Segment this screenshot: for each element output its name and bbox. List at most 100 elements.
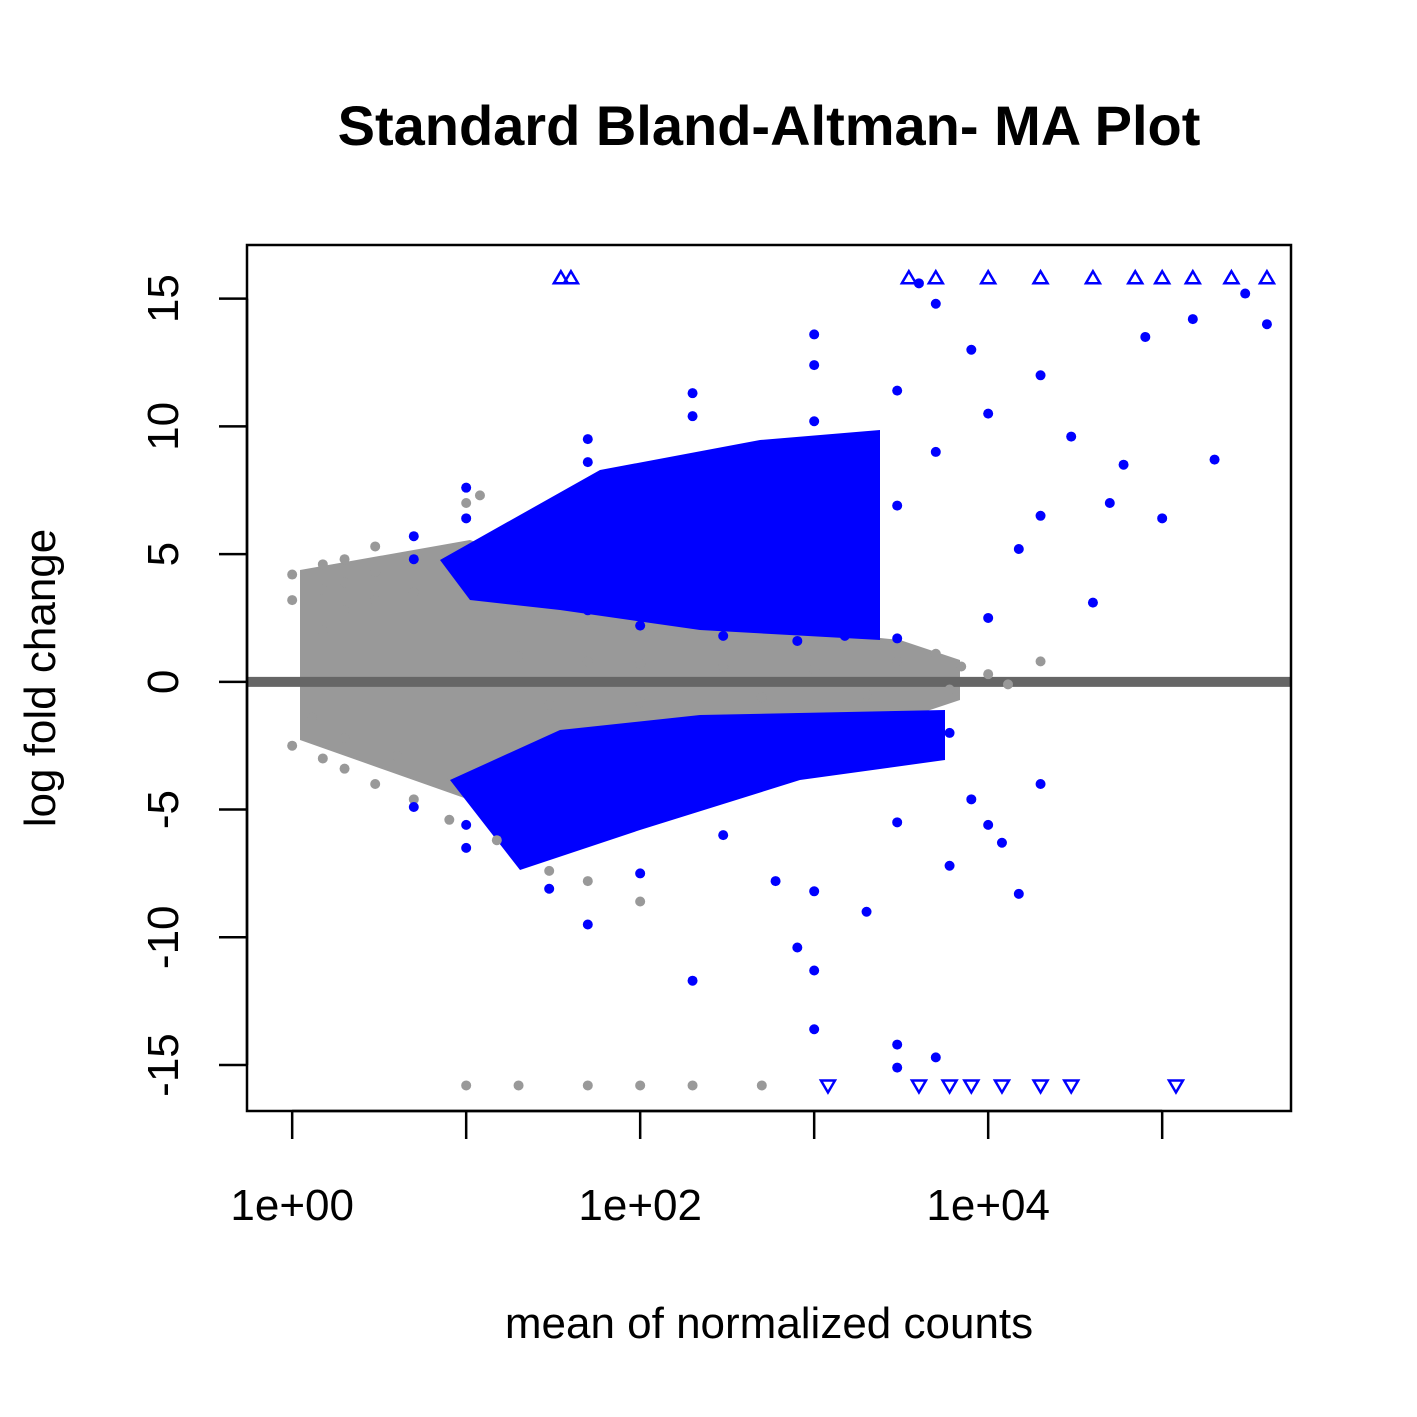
data-point — [756, 692, 767, 703]
data-point — [408, 794, 419, 805]
data-point — [408, 587, 419, 598]
data-point — [582, 434, 593, 445]
data-point — [582, 457, 593, 468]
data-point — [1087, 597, 1098, 608]
data-point — [718, 630, 729, 641]
data-point — [892, 740, 903, 751]
data-point — [944, 860, 955, 871]
y-tick-label: -5 — [139, 790, 188, 829]
data-point — [944, 727, 955, 738]
data-point — [582, 605, 593, 616]
data-point — [339, 763, 350, 774]
data-point — [930, 715, 941, 726]
data-point — [461, 819, 472, 830]
data-point — [983, 669, 994, 680]
data-point — [544, 845, 555, 856]
y-tick-label: -10 — [139, 905, 188, 969]
data-point — [809, 664, 820, 675]
data-point — [444, 814, 455, 825]
clipped-point-down — [909, 1079, 929, 1095]
data-point — [1035, 510, 1046, 521]
x-tick-label: 1e+02 — [578, 1181, 702, 1230]
data-point — [944, 684, 955, 695]
clipped-point-down — [1166, 1079, 1186, 1095]
data-point — [513, 536, 524, 547]
data-point — [966, 344, 977, 355]
data-point — [582, 1080, 593, 1091]
clipped-point-up — [1083, 268, 1103, 285]
data-point — [544, 883, 555, 894]
data-point — [809, 416, 820, 427]
data-point — [809, 543, 820, 554]
data-point — [1013, 543, 1024, 554]
data-point — [635, 533, 646, 544]
data-point — [930, 446, 941, 457]
data-point — [956, 661, 967, 672]
data-point — [892, 500, 903, 511]
data-point — [565, 515, 576, 526]
data-point — [339, 554, 350, 565]
data-point — [370, 595, 381, 606]
data-point — [461, 1080, 472, 1091]
data-point — [892, 656, 903, 667]
data-point — [370, 779, 381, 790]
data-point — [582, 656, 593, 667]
x-axis: 1e+00 1e+02 1e+04 — [230, 1109, 1164, 1230]
data-point — [582, 919, 593, 930]
clipped-point-up — [1257, 268, 1277, 285]
y-axis-label: log fold change — [16, 529, 65, 827]
data-point — [544, 865, 555, 876]
clipped-point-up — [1126, 268, 1145, 285]
data-point — [513, 651, 524, 662]
y-axis: -15 -10 -5 0 5 10 15 — [139, 274, 249, 1097]
data-point — [287, 595, 298, 606]
data-point — [861, 906, 872, 917]
data-point — [756, 1080, 767, 1091]
data-point — [792, 942, 803, 953]
data-point — [996, 837, 1007, 848]
grey-density-region — [300, 540, 960, 800]
data-point — [1240, 288, 1251, 299]
data-point — [983, 408, 994, 419]
data-point — [739, 735, 750, 746]
y-tick-label: -15 — [139, 1033, 188, 1097]
data-point — [718, 830, 729, 841]
data-point — [287, 569, 298, 580]
data-point — [461, 842, 472, 853]
data-point — [665, 763, 676, 774]
data-point — [317, 753, 328, 764]
clipped-point-down — [962, 1079, 981, 1095]
data-point — [839, 717, 850, 728]
data-point — [892, 817, 903, 828]
data-point — [792, 635, 803, 646]
data-point — [839, 630, 850, 641]
clipped-point-up — [551, 268, 571, 285]
y-tick-label: 10 — [139, 402, 188, 451]
data-point — [809, 360, 820, 371]
data-point — [930, 648, 941, 659]
data-point — [966, 794, 977, 805]
clipped-point-up — [926, 268, 945, 285]
data-point — [1035, 656, 1046, 667]
clipped-point-down — [1062, 1079, 1081, 1095]
x-axis-label: mean of normalized counts — [505, 1299, 1033, 1348]
data-point — [635, 1080, 646, 1091]
clipped-point-up — [1153, 268, 1172, 285]
data-point — [444, 768, 455, 779]
data-point — [635, 868, 646, 879]
data-point — [408, 802, 419, 813]
data-point — [718, 485, 729, 496]
clipped-point-up — [1031, 268, 1050, 285]
clipped-point-down — [940, 1079, 959, 1095]
data-point — [635, 620, 646, 631]
data-point — [461, 513, 472, 524]
blue-density-region-down — [450, 710, 945, 870]
clipped-point-up — [1183, 268, 1202, 285]
data-point — [635, 807, 646, 818]
data-point — [809, 329, 820, 340]
data-point — [1140, 331, 1151, 342]
data-point — [1118, 459, 1129, 470]
data-point — [1035, 779, 1046, 790]
clipped-point-up — [899, 268, 919, 285]
